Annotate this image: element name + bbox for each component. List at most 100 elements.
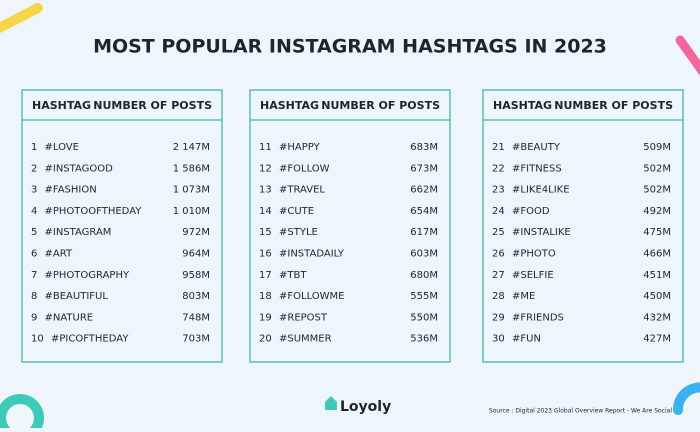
rank: 14 bbox=[259, 206, 272, 217]
hashtag: #FUN bbox=[512, 334, 541, 345]
rank: 18 bbox=[259, 291, 272, 302]
rank: 22 bbox=[492, 163, 505, 174]
rank: 6 bbox=[31, 249, 37, 260]
table-panel bbox=[482, 89, 684, 363]
rank: 26 bbox=[492, 249, 505, 260]
post-count: 803M bbox=[182, 291, 210, 302]
hashtag: #SELFIE bbox=[512, 270, 554, 281]
post-count: 1 586M bbox=[173, 163, 210, 174]
post-count: 964M bbox=[182, 249, 210, 260]
rank: 11 bbox=[259, 142, 272, 153]
rank: 5 bbox=[31, 227, 37, 238]
rank: 3 bbox=[31, 185, 37, 196]
post-count: 703M bbox=[182, 334, 210, 345]
hashtag: #BEAUTY bbox=[512, 142, 561, 153]
hashtag: #TBT bbox=[279, 270, 307, 281]
post-count: 1 073M bbox=[173, 185, 210, 196]
hashtag: #FASHION bbox=[45, 185, 97, 196]
logo-text: Loyoly bbox=[340, 399, 391, 415]
post-count: 450M bbox=[643, 291, 671, 302]
rank: 28 bbox=[492, 291, 505, 302]
source: Source : Digital 2023 Global Overview Re… bbox=[489, 408, 672, 415]
post-count: 502M bbox=[643, 163, 671, 174]
hashtag: #STYLE bbox=[279, 227, 318, 238]
rank: 7 bbox=[31, 270, 37, 281]
rank: 12 bbox=[259, 163, 272, 174]
hashtag: #SUMMER bbox=[279, 334, 332, 345]
decor-stripe bbox=[675, 35, 700, 76]
hashtag: #FRIENDS bbox=[512, 312, 564, 323]
post-count: 2 147M bbox=[173, 142, 210, 153]
rank: 20 bbox=[259, 334, 272, 345]
post-count: 555M bbox=[410, 291, 438, 302]
post-count: 509M bbox=[643, 142, 671, 153]
post-count: 603M bbox=[410, 249, 438, 260]
post-count: 432M bbox=[643, 312, 671, 323]
table-panel bbox=[249, 89, 451, 363]
post-count: 972M bbox=[182, 227, 210, 238]
hashtag: #FOOD bbox=[512, 206, 550, 217]
post-count: 536M bbox=[410, 334, 438, 345]
header-cell: HASHTAG bbox=[32, 99, 91, 112]
post-count: 427M bbox=[643, 334, 671, 345]
post-count: 466M bbox=[643, 249, 671, 260]
title: MOST POPULAR INSTAGRAM HASHTAGS IN 2023 bbox=[93, 36, 607, 58]
header-cell: HASHTAG bbox=[260, 99, 319, 112]
hashtag: #NATURE bbox=[45, 312, 94, 323]
rank: 19 bbox=[259, 312, 272, 323]
rank: 29 bbox=[492, 312, 505, 323]
hashtag: #LOVE bbox=[45, 142, 79, 153]
rank: 17 bbox=[259, 270, 272, 281]
logo: Loyoly bbox=[325, 396, 391, 415]
post-count: 673M bbox=[410, 163, 438, 174]
decor-arc bbox=[673, 382, 700, 415]
post-count: 475M bbox=[643, 227, 671, 238]
hashtag: #CUTE bbox=[279, 206, 314, 217]
rank: 2 bbox=[31, 163, 37, 174]
hashtag: #BEAUTIFUL bbox=[45, 291, 109, 302]
post-count: 492M bbox=[643, 206, 671, 217]
rank: 16 bbox=[259, 249, 272, 260]
rank: 1 bbox=[31, 142, 37, 153]
post-count: 502M bbox=[643, 185, 671, 196]
post-count: 662M bbox=[410, 185, 438, 196]
post-count: 680M bbox=[410, 270, 438, 281]
hashtag: #TRAVEL bbox=[279, 185, 325, 196]
header-cell: NUMBER OF POSTS bbox=[321, 99, 440, 112]
hashtag: #PHOTOGRAPHY bbox=[45, 270, 130, 281]
hashtag: #ME bbox=[512, 291, 535, 302]
logo-icon bbox=[325, 396, 337, 410]
rank: 25 bbox=[492, 227, 505, 238]
hashtag: #LIKE4LIKE bbox=[512, 185, 570, 196]
rank: 24 bbox=[492, 206, 505, 217]
hashtag: #INSTADAILY bbox=[279, 249, 345, 260]
hashtag: #FITNESS bbox=[512, 163, 562, 174]
header-cell: NUMBER OF POSTS bbox=[554, 99, 673, 112]
decor-ring bbox=[0, 394, 44, 432]
decor-stripe bbox=[0, 3, 43, 34]
rank: 4 bbox=[31, 206, 37, 217]
rank: 15 bbox=[259, 227, 272, 238]
post-count: 550M bbox=[410, 312, 438, 323]
post-count: 654M bbox=[410, 206, 438, 217]
rank: 27 bbox=[492, 270, 505, 281]
hashtag: #REPOST bbox=[279, 312, 328, 323]
hashtag: #PHOTOOFTHEDAY bbox=[45, 206, 143, 217]
rank: 30 bbox=[492, 334, 505, 345]
hashtag: #FOLLOW bbox=[279, 163, 330, 174]
post-count: 748M bbox=[182, 312, 210, 323]
hashtag: #INSTAGRAM bbox=[45, 227, 112, 238]
rank: 10 bbox=[31, 334, 44, 345]
hashtag: #INSTAGOOD bbox=[45, 163, 114, 174]
hashtag: #FOLLOWME bbox=[279, 291, 345, 302]
post-count: 451M bbox=[643, 270, 671, 281]
post-count: 617M bbox=[410, 227, 438, 238]
hashtag: #ART bbox=[45, 249, 73, 260]
rank: 13 bbox=[259, 185, 272, 196]
hashtag: #PHOTO bbox=[512, 249, 556, 260]
rank: 8 bbox=[31, 291, 37, 302]
hashtag: #HAPPY bbox=[279, 142, 321, 153]
post-count: 1 010M bbox=[173, 206, 210, 217]
